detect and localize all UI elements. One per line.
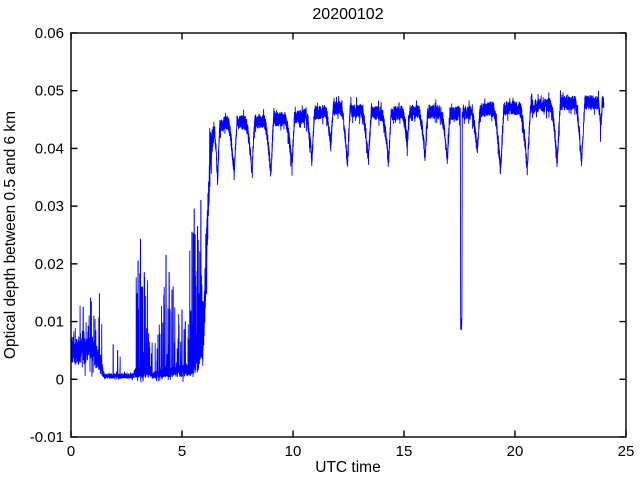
y-tick-label: 0.01 <box>35 314 64 331</box>
chart-title: 20200102 <box>312 6 383 23</box>
y-tick-label: 0.04 <box>35 140 64 157</box>
x-tick-label: 25 <box>618 443 635 460</box>
x-tick-label: 0 <box>67 443 75 460</box>
y-tick-label: 0.06 <box>35 25 64 42</box>
y-tick-label: 0.03 <box>35 198 64 215</box>
y-tick-label: -0.01 <box>30 429 64 446</box>
y-tick-label: 0.02 <box>35 256 64 273</box>
plot-border <box>70 32 627 438</box>
y-tick-label: 0 <box>56 371 64 388</box>
x-axis-label: UTC time <box>315 459 380 476</box>
x-tick-label: 10 <box>285 443 302 460</box>
x-tick-label: 15 <box>396 443 413 460</box>
data-line <box>70 90 605 383</box>
y-axis-label: Optical depth between 0.5 and 6 km <box>2 111 19 359</box>
x-tick-label: 5 <box>178 443 186 460</box>
y-tick-label: 0.05 <box>35 83 64 100</box>
x-tick-label: 20 <box>507 443 524 460</box>
